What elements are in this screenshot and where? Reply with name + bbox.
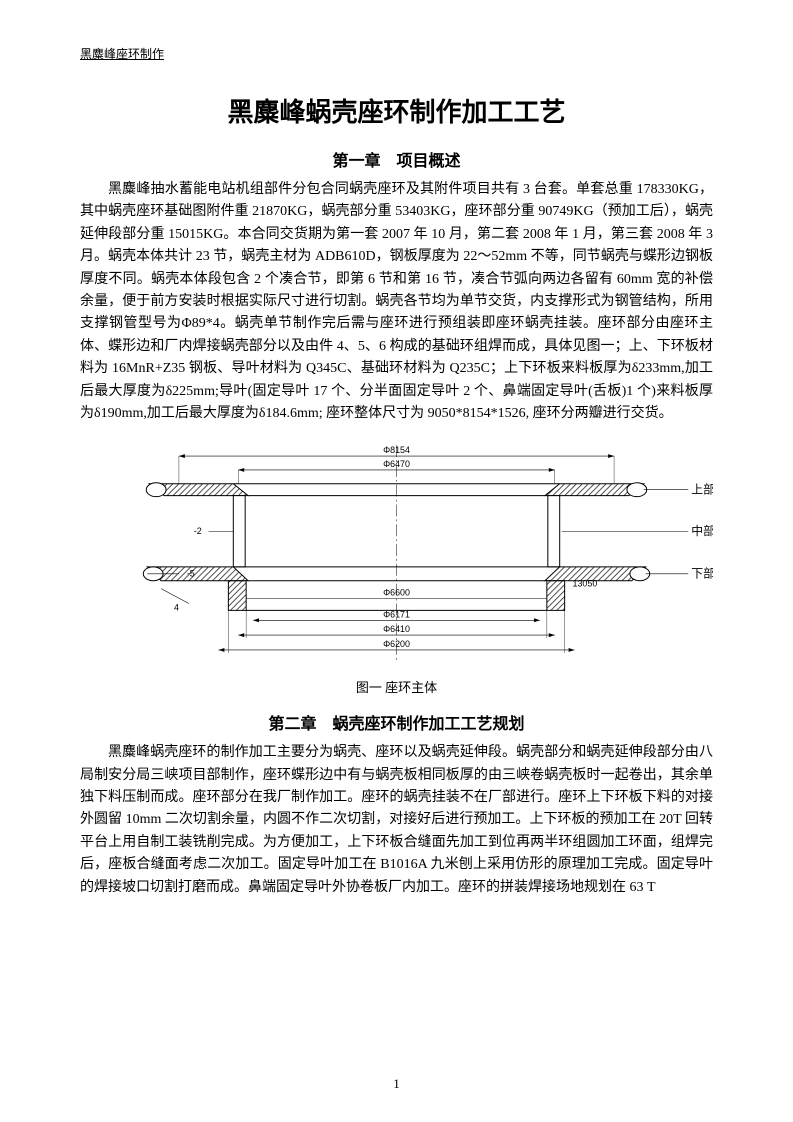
chapter-1-body: 黑麋峰抽水蓄能电站机组部件分包合同蜗壳座环及其附件项目共有 3 台套。单套总重 … <box>80 179 713 425</box>
side-label-mid: 中部 <box>691 525 713 539</box>
page-header: 黑麋峰座环制作 <box>80 45 713 62</box>
dim-top-outer: Φ8154 <box>383 445 410 455</box>
figure-1: Φ8154 Φ6470 上部 -2 中部 下部 -5 4 13050 Φ6600… <box>80 439 713 669</box>
dim-b1: Φ6600 <box>383 588 410 598</box>
dim-mid2: -5 <box>187 569 195 579</box>
figure-1-caption: 图一 座环主体 <box>80 677 713 696</box>
dim-b2: Φ6171 <box>383 610 410 620</box>
dim-b4: Φ6200 <box>383 639 410 649</box>
side-label-top: 上部 <box>691 483 713 497</box>
chapter-2-title: 第二章 蜗壳座环制作加工工艺规划 <box>80 710 713 734</box>
dim-b3: Φ6410 <box>383 624 410 634</box>
chapter-2-body: 黑麋峰蜗壳座环的制作加工主要分为蜗壳、座环以及蜗壳延伸段。蜗壳部分和蜗壳延伸段部… <box>80 742 713 899</box>
dim-top-inner: Φ6470 <box>383 459 410 469</box>
page-number: 1 <box>0 1076 793 1092</box>
figure-1-svg: Φ8154 Φ6470 上部 -2 中部 下部 -5 4 13050 Φ6600… <box>80 439 713 669</box>
dim-mid3: 4 <box>174 603 179 613</box>
dim-small: 13050 <box>573 579 598 589</box>
side-label-bottom: 下部 <box>691 567 713 581</box>
main-title: 黑麋峰蜗壳座环制作加工工艺 <box>80 92 713 129</box>
chapter-1-title: 第一章 项目概述 <box>80 147 713 171</box>
dim-mid1: -2 <box>194 527 202 537</box>
